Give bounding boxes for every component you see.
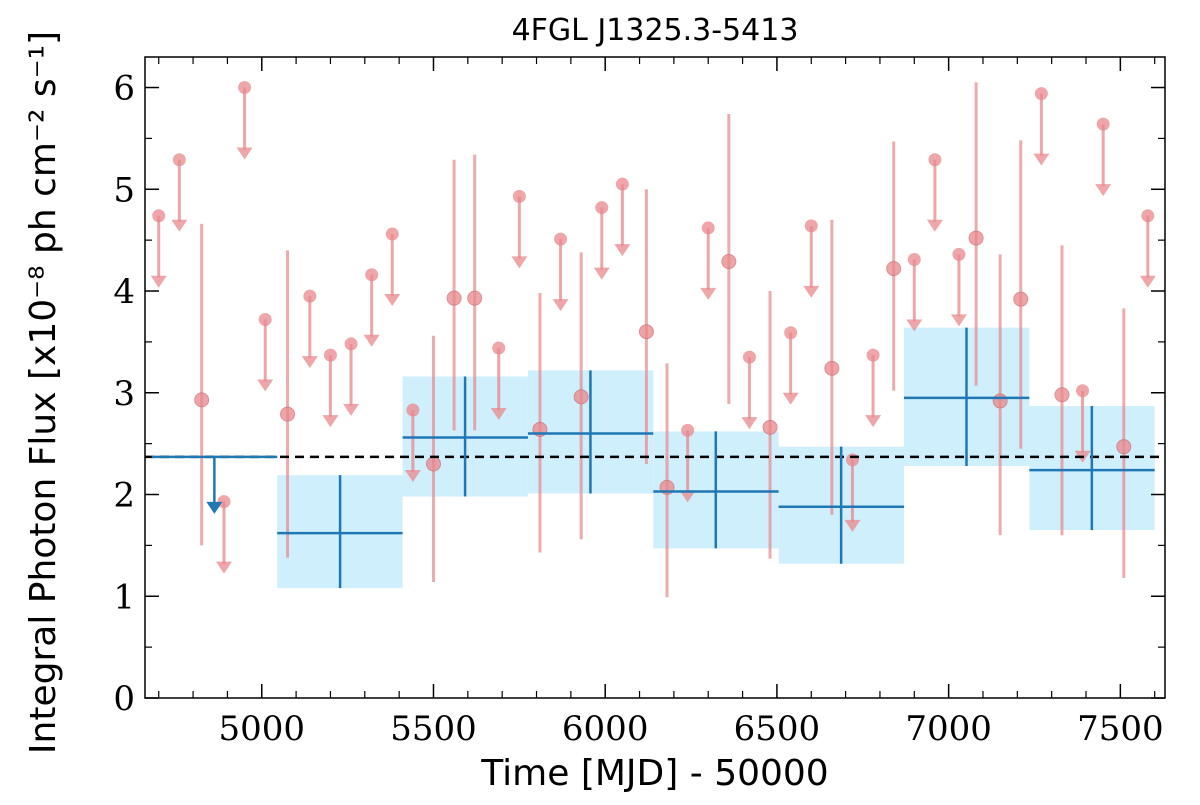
y-tick-label-2: 2 [113, 476, 135, 516]
short-bin-ul-point-20 [804, 219, 818, 233]
long-bin-ul-arrow-0 [206, 501, 223, 514]
short-bin-point-0 [194, 392, 210, 408]
short-bin-ul-point-13 [554, 232, 568, 246]
short-bin-ul-point-26 [1034, 87, 1048, 101]
short-bin-point-6 [573, 389, 589, 405]
short-bin-point-13 [968, 230, 984, 246]
short-bin-ul-arrow-4 [257, 379, 274, 392]
short-bin-ul-point-12 [512, 189, 526, 203]
short-bin-ul-point-21 [845, 453, 859, 467]
short-bin-ul-arrow-24 [926, 219, 943, 232]
short-bin-ul-arrow-3 [236, 147, 253, 160]
short-bin-ul-point-18 [742, 350, 756, 364]
short-bin-ul-point-3 [238, 81, 252, 95]
short-bin-ul-arrow-14 [593, 267, 610, 280]
axis-ticks [145, 57, 1165, 699]
short-bin-ul-point-29 [1141, 209, 1155, 223]
short-bin-ul-point-27 [1076, 384, 1090, 398]
short-bin-ul-arrow-29 [1139, 275, 1156, 288]
y-tick-label-3: 3 [113, 374, 135, 414]
short-bin-ul-arrow-5 [301, 356, 318, 369]
short-bin-ul-arrow-15 [614, 244, 631, 257]
long-bin-series [151, 327, 1155, 589]
short-bin-ul-point-9 [385, 227, 399, 241]
short-bin-ul-arrow-7 [343, 403, 360, 416]
short-bin-ul-point-8 [365, 268, 379, 282]
x-tick-label-4: 7000 [905, 709, 992, 749]
short-bin-ul-arrow-17 [700, 287, 717, 300]
short-bin-ul-arrow-28 [1095, 184, 1112, 197]
short-bin-ul-arrow-19 [782, 392, 799, 405]
short-bin-ul-arrow-21 [844, 519, 861, 532]
short-bin-point-4 [467, 290, 483, 306]
short-bin-ul-arrow-16 [679, 490, 696, 503]
short-bin-ul-arrow-12 [511, 256, 528, 269]
short-bin-ul-arrow-2 [215, 561, 232, 574]
x-tick-label-5: 7500 [1077, 709, 1164, 749]
short-bin-ul-point-0 [152, 209, 166, 223]
short-bin-ul-arrow-1 [171, 219, 188, 232]
y-tick-label-6: 6 [113, 69, 135, 109]
short-bin-ul-point-22 [866, 348, 880, 362]
short-bin-ul-point-24 [928, 153, 942, 167]
short-bin-ul-arrow-25 [950, 314, 967, 327]
short-bin-point-17 [1116, 439, 1132, 455]
short-bin-ul-arrow-0 [150, 275, 167, 288]
y-tick-label-4: 4 [113, 272, 135, 312]
short-bin-point-15 [1013, 291, 1029, 307]
short-bin-point-2 [425, 456, 441, 472]
short-bin-ul-point-16 [681, 423, 695, 437]
x-tick-label-1: 5500 [390, 709, 477, 749]
short-bin-series [150, 81, 1156, 598]
short-bin-ul-point-2 [217, 495, 231, 509]
short-bin-ul-point-19 [784, 326, 798, 340]
x-tick-label-0: 5000 [219, 709, 306, 749]
short-bin-ul-point-17 [701, 221, 715, 235]
x-tick-label-3: 6500 [734, 709, 821, 749]
x-tick-label-2: 6000 [562, 709, 649, 749]
short-bin-ul-arrow-6 [322, 415, 339, 428]
short-bin-point-12 [886, 261, 902, 277]
short-bin-ul-point-15 [615, 177, 629, 191]
short-bin-ul-point-14 [595, 201, 609, 215]
short-bin-ul-arrow-9 [384, 294, 401, 307]
short-bin-ul-point-1 [172, 153, 186, 167]
short-bin-ul-arrow-13 [552, 299, 569, 312]
x-axis-label: Time [MJD] - 50000 [480, 753, 828, 794]
chart-title: 4FGL J1325.3-5413 [512, 13, 799, 48]
short-bin-point-9 [721, 254, 737, 270]
short-bin-point-14 [992, 393, 1008, 409]
y-tick-label-0: 0 [113, 679, 135, 719]
short-bin-ul-point-7 [344, 337, 358, 351]
short-bin-ul-arrow-11 [490, 407, 507, 420]
short-bin-ul-point-28 [1096, 117, 1110, 131]
y-tick-label-1: 1 [113, 577, 135, 617]
short-bin-ul-arrow-8 [363, 334, 380, 347]
short-bin-ul-arrow-10 [404, 470, 421, 483]
short-bin-ul-point-6 [323, 348, 337, 362]
short-bin-ul-point-25 [952, 247, 966, 261]
short-bin-ul-arrow-18 [741, 417, 758, 430]
plot-frame [144, 56, 1166, 699]
short-bin-point-3 [446, 290, 462, 306]
short-bin-point-10 [762, 419, 778, 435]
short-bin-ul-arrow-23 [906, 319, 923, 332]
short-bin-point-16 [1054, 387, 1070, 403]
short-bin-ul-point-4 [258, 313, 272, 327]
short-bin-ul-arrow-22 [865, 415, 882, 428]
short-bin-ul-point-10 [406, 403, 420, 417]
short-bin-point-7 [638, 324, 654, 340]
short-bin-point-11 [824, 360, 840, 376]
short-bin-ul-point-23 [907, 252, 921, 266]
short-bin-ul-arrow-20 [803, 285, 820, 298]
axis-tick-labels: 5000 5500 6000 6500 7000 7500 0 1 2 3 4 5 6 [113, 69, 1163, 749]
short-bin-ul-point-11 [492, 341, 506, 355]
y-axis-label: Integral Photon Flux [x10⁻⁸ ph cm⁻² s⁻¹] [23, 31, 64, 754]
short-bin-point-1 [280, 406, 296, 422]
short-bin-ul-arrow-26 [1033, 153, 1050, 166]
short-bin-ul-point-5 [303, 289, 317, 303]
y-tick-label-5: 5 [113, 170, 135, 210]
